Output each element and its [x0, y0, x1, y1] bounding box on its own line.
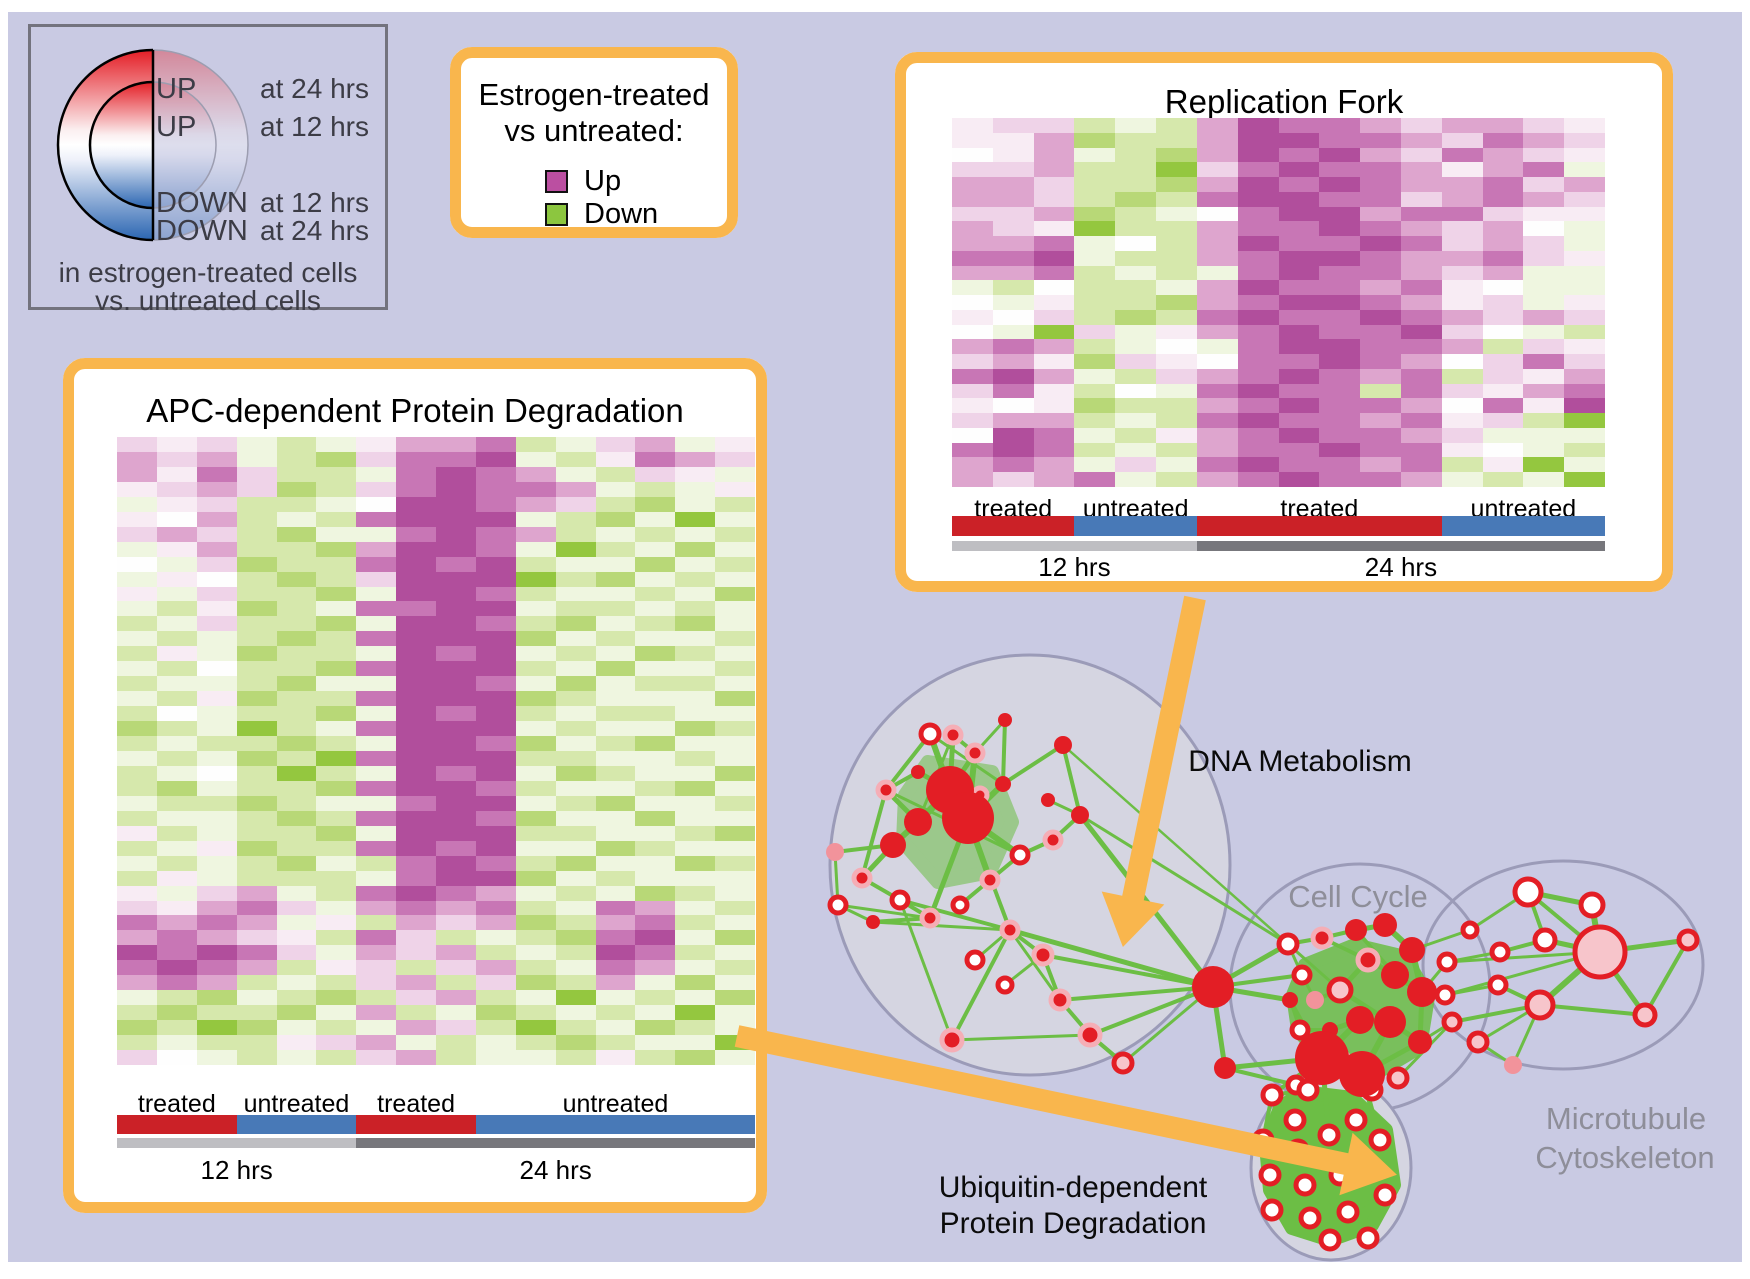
overlap-time-24b: at 24 hrs — [260, 215, 369, 246]
ubiquitin-label-line2: Protein Degradation — [939, 1207, 1207, 1240]
overlap-legend-box: UP at 24 hrs UP at 12 hrs DOWN at 12 hrs… — [28, 24, 388, 316]
connector-arrow — [1101, 595, 1206, 947]
cell-cycle-label: Cell Cycle — [1288, 879, 1428, 914]
condition-bar — [475, 1115, 755, 1134]
overlap-dir-down-24: DOWN — [156, 215, 248, 247]
overlap-dir-down-12: DOWN — [156, 187, 248, 219]
condition-bar — [117, 1115, 237, 1134]
overlap-time-12b: at 12 hrs — [260, 187, 369, 218]
concentric-rings-legend-icon — [56, 48, 249, 242]
apc-title: APC-dependent Protein Degradation — [146, 392, 684, 429]
microtubule-label-line2: Cytoskeleton — [1535, 1140, 1715, 1175]
time-bar — [952, 541, 1197, 551]
condition-bar — [1196, 516, 1442, 536]
up-label: Up — [584, 165, 622, 197]
apc-heatmap-grid — [117, 437, 755, 1065]
overlap-dir-up-12: UP — [156, 111, 197, 143]
time-label: 12 hrs — [200, 1155, 273, 1185]
replication-fork-panel: Replication Fork treated untreated treated… — [895, 52, 1673, 592]
overlap-time-24: at 24 hrs — [260, 73, 369, 104]
condition-bar — [952, 516, 1075, 536]
condition-bar — [236, 1115, 357, 1134]
time-bar — [117, 1138, 357, 1148]
microtubule-label-line1: Microtubule — [1545, 1101, 1707, 1136]
condition-bar — [356, 1115, 476, 1134]
condition-label: treated — [137, 1090, 216, 1118]
time-label: 12 hrs — [1038, 552, 1111, 582]
time-label: 24 hrs — [1364, 552, 1438, 582]
overlap-dir-up-24: UP — [156, 73, 197, 105]
color-legend-title-line1: Estrogen-treated — [478, 77, 710, 112]
down-label: Down — [584, 198, 659, 230]
replication-fork-title: Replication Fork — [1164, 83, 1404, 120]
condition-label: untreated — [243, 1090, 350, 1118]
up-swatch — [545, 170, 568, 193]
connector-arrow — [734, 1025, 1397, 1196]
overlap-caption-line1: in estrogen-treated cells — [58, 257, 358, 288]
time-label: 24 hrs — [519, 1155, 592, 1185]
condition-label: untreated — [562, 1090, 669, 1118]
time-bar — [356, 1138, 755, 1148]
color-legend-title-line2: vs untreated: — [504, 113, 684, 148]
time-bar — [1196, 541, 1605, 551]
ubiquitin-label-line1: Ubiquitin-dependent — [938, 1171, 1208, 1204]
overlap-time-12: at 12 hrs — [260, 111, 369, 142]
condition-label: treated — [377, 1090, 455, 1118]
condition-bar — [1074, 516, 1197, 536]
overlap-caption-line2: vs. untreated cells — [95, 285, 321, 316]
condition-bar — [1441, 516, 1605, 536]
rf-heatmap-grid — [952, 118, 1605, 487]
apc-panel: APC-dependent Protein Degradation treate… — [63, 358, 767, 1213]
dna-metabolism-label: DNA Metabolism — [1188, 745, 1412, 778]
down-swatch — [545, 203, 568, 226]
